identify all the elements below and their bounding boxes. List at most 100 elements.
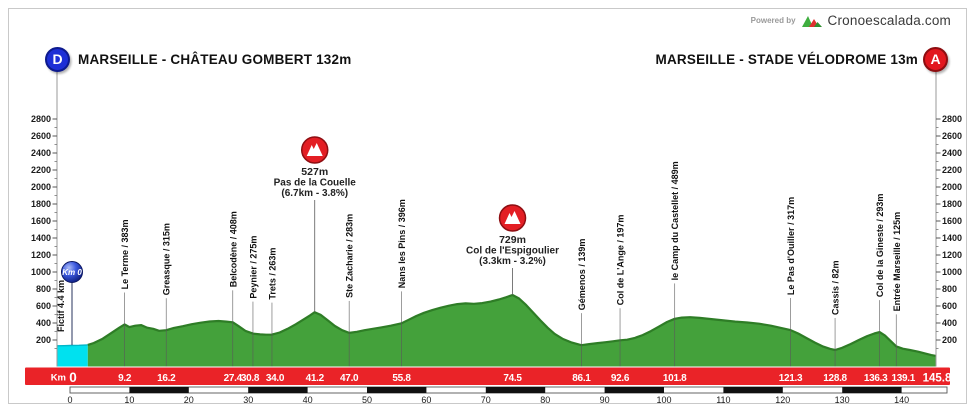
kmbar-value: 86.1 [572, 373, 591, 384]
brand-text: Cronoescalada.com [827, 13, 951, 28]
scale-tick-label: 60 [421, 395, 431, 405]
y-tick-label-left: 1400 [31, 233, 51, 243]
scale-tick-label: 100 [656, 395, 671, 405]
scale-bar-segment [248, 387, 308, 393]
y-tick-label-left: 2400 [31, 148, 51, 158]
climb-summit-elevation: 729m [499, 234, 526, 246]
scale-tick-label: 0 [67, 395, 72, 405]
scale-bar-segment [485, 387, 546, 393]
y-tick-label-left: 2200 [31, 165, 51, 175]
scale-tick-label: 130 [835, 395, 850, 405]
scale-bar-segment [842, 387, 902, 393]
kmbar-background [25, 367, 950, 385]
kmbar-value: 34.0 [266, 373, 285, 384]
y-tick-label-left: 2800 [31, 114, 51, 124]
y-tick-label-right: 2800 [942, 114, 962, 124]
y-tick-label-left: 1000 [31, 267, 51, 277]
start-stage-label: MARSEILLE - CHÂTEAU GOMBERT 132m [78, 52, 352, 67]
scale-tick-label: 80 [540, 395, 550, 405]
scale-bar-segment [723, 387, 783, 393]
y-tick-label-right: 400 [942, 318, 957, 328]
scale-bar-segment [604, 387, 664, 393]
kmbar-value: 101.8 [663, 373, 687, 384]
y-tick-label-right: 800 [942, 284, 957, 294]
y-tick-label-right: 1000 [942, 267, 962, 277]
y-tick-label-right: 1600 [942, 216, 962, 226]
climb-gradient-detail: (3.3km - 3.2%) [479, 256, 546, 267]
scale-bar-segment [129, 387, 189, 393]
y-tick-label-right: 2400 [942, 148, 962, 158]
waypoint-label: Cassis / 82m [831, 260, 841, 315]
scale-tick-label: 50 [362, 395, 372, 405]
climb-name: Pas de la Couelle [274, 178, 357, 189]
climb-mountain-glyph [306, 143, 323, 156]
y-tick-label-left: 200 [36, 335, 51, 345]
y-tick-label-right: 2000 [942, 182, 962, 192]
kmbar-value: 47.0 [340, 373, 359, 384]
climb-mountain-glyph [504, 211, 521, 224]
km0-marker-ball [61, 261, 83, 283]
climb-name: Col de l'Espigoulier [466, 246, 559, 257]
y-tick-label-left: 1200 [31, 250, 51, 260]
kmbar-end-value: 145.8 [923, 373, 952, 385]
y-tick-label-right: 1800 [942, 199, 962, 209]
waypoint-label: Nans les Pins / 396m [397, 199, 407, 288]
kmbar-value: 27.4 [224, 373, 243, 384]
km0-marker-label: Km 0 [62, 268, 82, 277]
waypoint-label: Peynier / 275m [249, 236, 259, 299]
waypoint-label: Trets / 263m [268, 248, 278, 300]
kmbar-prefix: Km [51, 373, 66, 384]
y-tick-label-right: 2200 [942, 165, 962, 175]
scale-tick-label: 40 [303, 395, 313, 405]
kmbar-value: 139.1 [891, 373, 915, 384]
kmbar-value: 136.3 [864, 373, 888, 384]
finish-stage-label: MARSEILLE - STADE VÉLODROME 13m [655, 52, 918, 67]
waypoint-label: Col de la Gineste / 293m [875, 194, 885, 298]
neutral-zone-edge [56, 344, 88, 347]
scale-tick-label: 120 [775, 395, 790, 405]
y-tick-label-left: 2600 [31, 131, 51, 141]
scale-tick-label: 140 [894, 395, 909, 405]
neutral-zone-label: Fictif 4.4 km [56, 280, 66, 332]
y-tick-label-right: 600 [942, 301, 957, 311]
kmbar-value: 92.6 [611, 373, 630, 384]
scale-tick-label: 70 [481, 395, 491, 405]
y-tick-label-left: 400 [36, 318, 51, 328]
scale-tick-label: 10 [124, 395, 134, 405]
scale-tick-label: 30 [243, 395, 253, 405]
waypoint-label: Le Pas d'Ouiller / 317m [786, 197, 796, 295]
scale-bar-segment [367, 387, 427, 393]
scale-tick-label: 20 [184, 395, 194, 405]
scale-tick-label: 90 [600, 395, 610, 405]
finish-badge: A [923, 47, 948, 72]
powered-by-text: Powered by [750, 16, 796, 25]
kmbar-start-value: 0 [69, 370, 77, 385]
waypoint-label: Belcodène / 408m [228, 211, 238, 287]
waypoint-label: Gémenos / 139m [577, 239, 587, 311]
waypoint-label: Ste Zacharie / 283m [345, 214, 355, 298]
scale-tick-label: 110 [716, 395, 730, 405]
kmbar-value: 55.8 [392, 373, 411, 384]
profile-area [87, 295, 937, 367]
kmbar-value: 16.2 [157, 373, 176, 384]
start-badge: D [45, 47, 70, 72]
climb-summit-elevation: 527m [301, 166, 328, 178]
waypoint-label: Entrée Marseille / 125m [892, 212, 902, 312]
kmbar-value: 121.3 [779, 373, 803, 384]
kmbar-value: 9.2 [118, 373, 132, 384]
y-tick-label-right: 1200 [942, 250, 962, 260]
y-tick-label-left: 800 [36, 284, 51, 294]
kmbar-value: 74.5 [503, 373, 522, 384]
kmbar-value: 30.8 [241, 373, 260, 384]
neutral-zone-area [56, 344, 88, 367]
kmbar-value: 128.8 [823, 373, 847, 384]
y-tick-label-right: 1400 [942, 233, 962, 243]
waypoint-label: Greasque / 315m [162, 223, 172, 295]
waypoint-label: Col de L'Ange / 197m [616, 215, 626, 306]
waypoint-label: le Camp du Castellet / 489m [670, 161, 680, 280]
y-tick-label-left: 1600 [31, 216, 51, 226]
y-tick-label-left: 1800 [31, 199, 51, 209]
y-tick-label-right: 200 [942, 335, 957, 345]
kmbar-value: 41.2 [306, 373, 325, 384]
